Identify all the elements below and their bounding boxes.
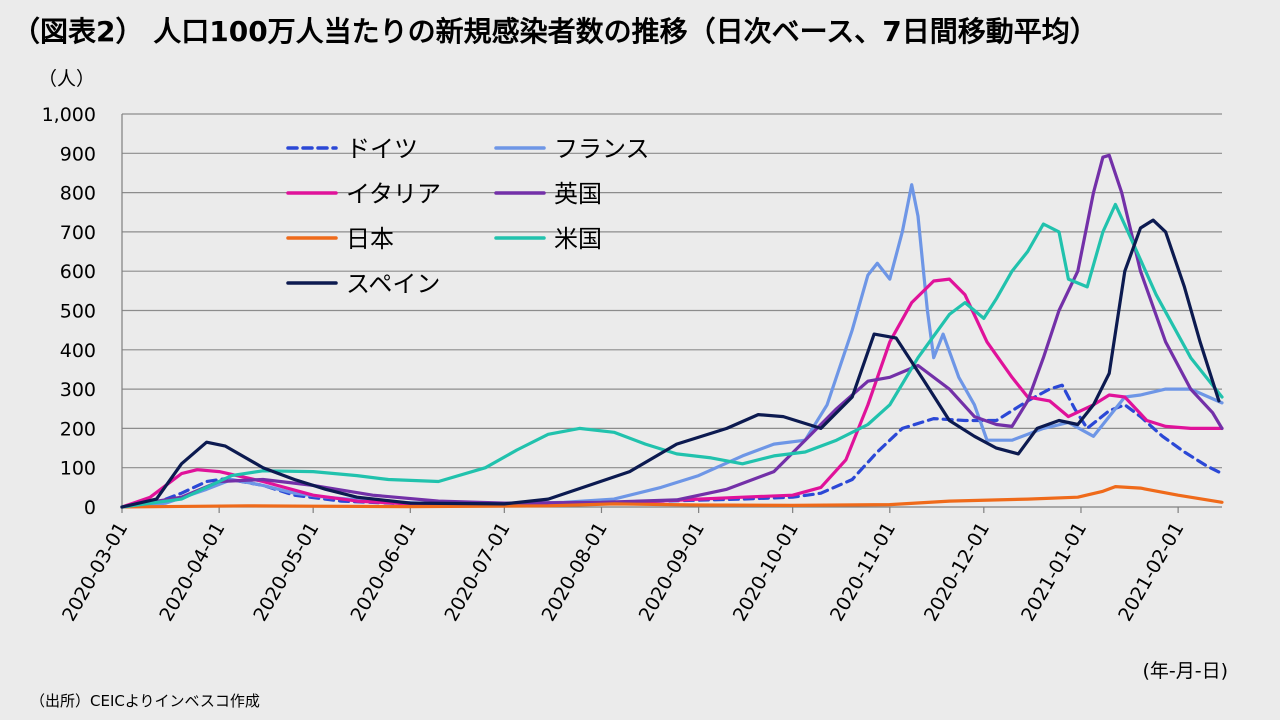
y-tick-label: 0 xyxy=(84,497,96,519)
series-lines xyxy=(120,153,1224,509)
legend-label: スペイン xyxy=(346,270,440,298)
gridlines xyxy=(122,113,1222,469)
y-tick-label: 1,000 xyxy=(42,104,96,126)
legend-label: ドイツ xyxy=(346,135,418,163)
y-tick-label: 400 xyxy=(60,340,96,362)
series-line-2 xyxy=(120,183,1224,509)
legend-label: フランス xyxy=(554,135,650,163)
x-tick-label: 2021-02-01 xyxy=(1114,519,1188,626)
x-tick-label: 2021-01-01 xyxy=(1017,519,1091,626)
y-tick-label: 300 xyxy=(60,379,96,401)
y-tick-label: 500 xyxy=(60,301,96,323)
source-note: （出所）CEICよりインベスコ作成 xyxy=(30,692,260,710)
x-axis-unit: (年-月-日) xyxy=(1142,660,1228,682)
y-tick-label: 100 xyxy=(60,458,96,480)
y-tick-label: 900 xyxy=(60,143,96,165)
x-tick-label: 2020-07-01 xyxy=(440,519,514,626)
x-tick-label: 2020-08-01 xyxy=(538,519,612,626)
x-tick-label: 2020-10-01 xyxy=(729,519,803,626)
x-tick-label: 2020-09-01 xyxy=(635,519,709,626)
series-line-4 xyxy=(120,153,1224,509)
legend-label: 英国 xyxy=(554,180,602,208)
axes: 0 100 200 300 400 500 600 700 800 900 1,000 2020-03… xyxy=(42,104,1222,625)
x-tick-label: 2020-12-01 xyxy=(920,519,994,626)
legend-label: 日本 xyxy=(346,225,394,253)
y-tick-label: 700 xyxy=(60,222,96,244)
y-tick-label: 600 xyxy=(60,261,96,283)
series-line-5 xyxy=(120,485,1224,509)
y-tick-label: 800 xyxy=(60,183,96,205)
x-tick-label: 2020-06-01 xyxy=(346,519,420,626)
x-tick-label: 2020-11-01 xyxy=(826,519,900,626)
y-axis-unit: （人） xyxy=(38,68,96,90)
series-line-3 xyxy=(120,277,1224,509)
series-line-6 xyxy=(120,202,1224,509)
x-tick-label: 2020-03-01 xyxy=(58,519,132,626)
legend-label: イタリア xyxy=(346,180,441,208)
chart-title: （図表2） 人口100万人当たりの新規感染者数の推移（日次ベース、7日間移動平均… xyxy=(12,15,1098,48)
x-tick-label: 2020-04-01 xyxy=(155,519,229,626)
legend-label: 米国 xyxy=(554,225,602,253)
x-tick-label: 2020-05-01 xyxy=(249,519,323,626)
y-tick-label: 200 xyxy=(60,418,96,440)
series-line-7 xyxy=(120,218,1221,509)
